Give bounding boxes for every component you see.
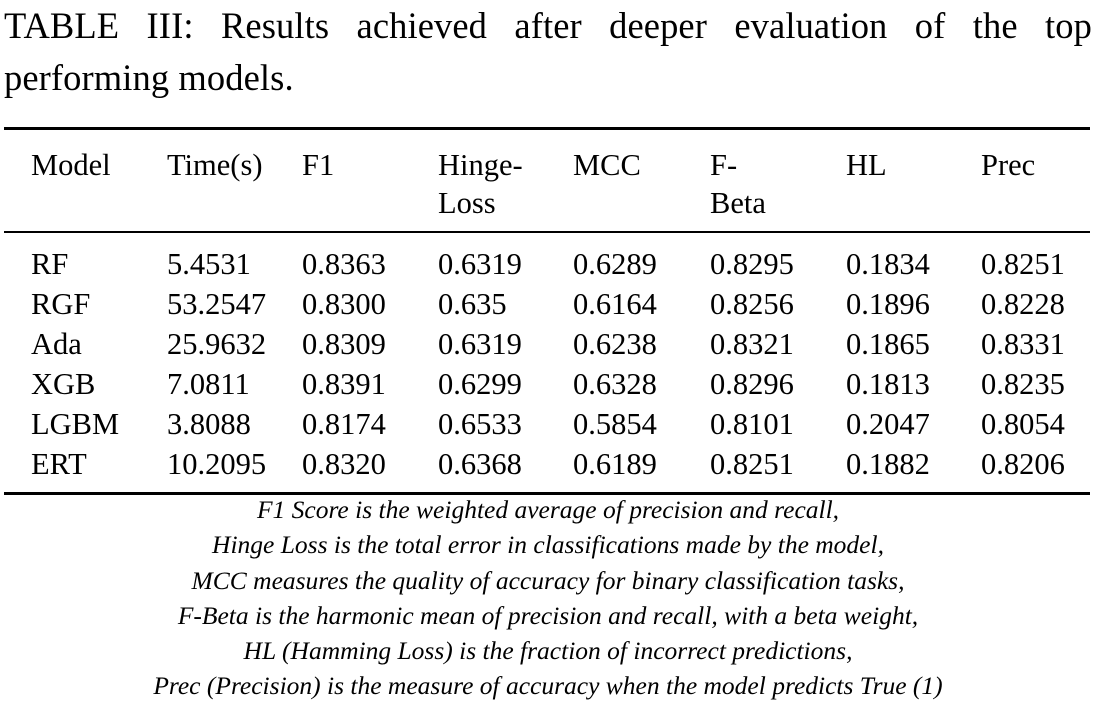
cell-prec: 0.8054: [981, 407, 1065, 441]
cell-mcc: 0.6328: [573, 367, 657, 401]
cell-f1: 0.8174: [302, 407, 386, 441]
cell-hl: 0.1896: [846, 287, 930, 321]
cell-hinge-loss: 0.6533: [438, 407, 522, 441]
cell-mcc: 0.5854: [573, 407, 657, 441]
cell-hinge-loss: 0.6299: [438, 367, 522, 401]
cell-hl: 0.2047: [846, 407, 930, 441]
cell-prec: 0.8331: [981, 327, 1065, 361]
table-row: XGB 7.0811 0.8391 0.6299 0.6328 0.8296 0…: [0, 365, 1096, 405]
cell-hinge-loss: 0.635: [438, 287, 507, 321]
header-label-line1: MCC: [573, 148, 641, 182]
cell-hl: 0.1865: [846, 327, 930, 361]
table-row: RF 5.4531 0.8363 0.6319 0.6289 0.8295 0.…: [0, 245, 1096, 285]
cell-hinge-loss: 0.6319: [438, 247, 522, 281]
cell-time: 10.2095: [167, 447, 267, 481]
table-row: LGBM 3.8088 0.8174 0.6533 0.5854 0.8101 …: [0, 405, 1096, 445]
cell-f-beta: 0.8321: [710, 327, 794, 361]
header-mcc: MCC: [573, 146, 641, 184]
note-line: F1 Score is the weighted average of prec…: [256, 495, 840, 524]
cell-f-beta: 0.8295: [710, 247, 794, 281]
table-header-rule: [4, 231, 1090, 233]
cell-model: Ada: [31, 327, 82, 361]
note-line: HL (Hamming Loss) is the fraction of inc…: [243, 636, 853, 666]
cell-time: 25.9632: [167, 327, 267, 361]
cell-f1: 0.8391: [302, 367, 386, 401]
cell-model: LGBM: [31, 407, 120, 441]
header-f1: F1: [302, 146, 334, 184]
cell-f-beta: 0.8251: [710, 447, 794, 481]
cell-hl: 0.1882: [846, 447, 930, 481]
cell-model: RGF: [31, 287, 91, 321]
header-label-line1: HL: [846, 148, 887, 182]
cell-prec: 0.8251: [981, 247, 1065, 281]
cell-f1: 0.8309: [302, 327, 386, 361]
header-prec: Prec: [981, 146, 1035, 184]
header-hinge-loss: Hinge- Loss: [438, 146, 523, 222]
table-row: Ada 25.9632 0.8309 0.6319 0.6238 0.8321 …: [0, 325, 1096, 365]
cell-prec: 0.8206: [981, 447, 1065, 481]
header-label-line1: Hinge-: [438, 148, 523, 182]
table-row: RGF 53.2547 0.8300 0.635 0.6164 0.8256 0…: [0, 285, 1096, 325]
table-row: ERT 10.2095 0.8320 0.6368 0.6189 0.8251 …: [0, 445, 1096, 485]
cell-model: ERT: [31, 447, 87, 481]
cell-f1: 0.8300: [302, 287, 386, 321]
header-label-line2: Beta: [710, 186, 766, 220]
table-top-rule: [4, 127, 1090, 130]
cell-hinge-loss: 0.6319: [438, 327, 522, 361]
header-label-line1: F-: [710, 148, 738, 182]
header-label-line1: Model: [31, 148, 111, 182]
cell-mcc: 0.6238: [573, 327, 657, 361]
cell-time: 5.4531: [167, 247, 251, 281]
cell-prec: 0.8235: [981, 367, 1065, 401]
cell-time: 53.2547: [167, 287, 267, 321]
table-caption: TABLE III: Results achieved after deeper…: [4, 5, 1092, 98]
table-notes: F1 Score is the weighted average of prec…: [0, 492, 1096, 704]
cell-f-beta: 0.8296: [710, 367, 794, 401]
header-time: Time(s): [167, 146, 262, 184]
note-line: Hinge Loss is the total error in classif…: [212, 530, 884, 560]
cell-hl: 0.1813: [846, 367, 930, 401]
cell-model: XGB: [31, 367, 96, 401]
table-bottom-rule: [4, 492, 1090, 495]
header-label-line1: Prec: [981, 148, 1036, 182]
cell-model: RF: [31, 247, 69, 281]
cell-mcc: 0.6164: [573, 287, 657, 321]
cell-mcc: 0.6289: [573, 247, 657, 281]
header-label-line1: F1: [302, 148, 335, 182]
header-hl: HL: [846, 146, 887, 184]
cell-f1: 0.8320: [302, 447, 386, 481]
cell-hl: 0.1834: [846, 247, 930, 281]
note-line: F-Beta is the harmonic mean of precision…: [177, 600, 919, 630]
cell-prec: 0.8228: [981, 287, 1065, 321]
cell-f-beta: 0.8101: [710, 407, 794, 441]
header-label-line1: Time(s): [167, 148, 263, 182]
cell-f-beta: 0.8256: [710, 287, 794, 321]
header-label-line2: Loss: [438, 186, 496, 220]
header-f-beta: F- Beta: [710, 146, 766, 222]
note-line: MCC measures the quality of accuracy for…: [191, 565, 905, 595]
cell-time: 3.8088: [167, 407, 251, 441]
note-line: Prec (Precision) is the measure of accur…: [153, 671, 943, 701]
header-model: Model: [31, 146, 111, 184]
cell-f1: 0.8363: [302, 247, 386, 281]
cell-hinge-loss: 0.6368: [438, 447, 522, 481]
cell-mcc: 0.6189: [573, 447, 657, 481]
cell-time: 7.0811: [167, 367, 250, 401]
